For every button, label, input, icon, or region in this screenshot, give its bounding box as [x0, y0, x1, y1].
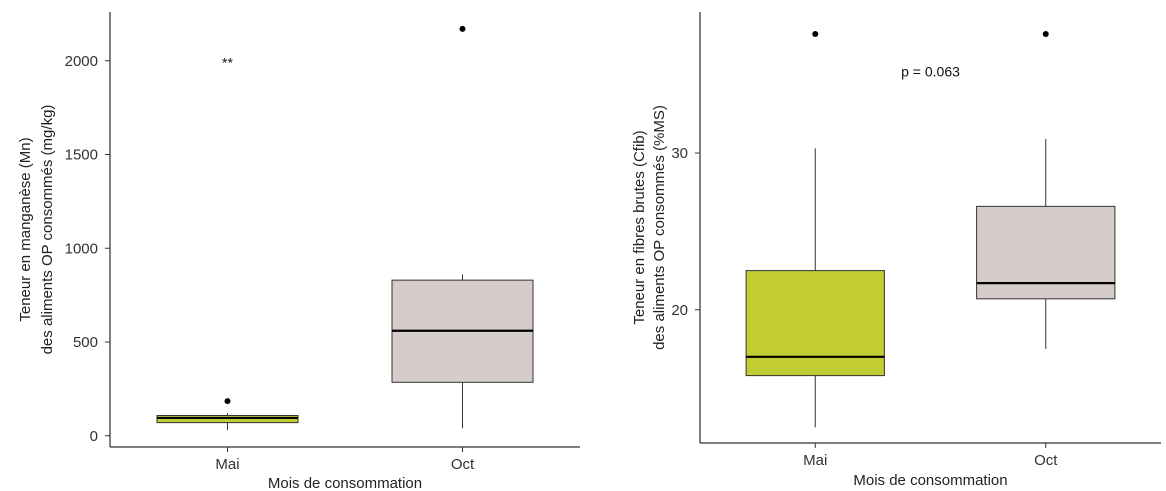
chart-panel-1: 0 500 1000 1500 2000 Mai Oct ** Mois de consomma…: [17, 12, 580, 491]
box-oct: [391, 25, 534, 429]
box-mai: [745, 30, 885, 428]
outlier-point: [812, 30, 819, 37]
outlier-point: [224, 398, 231, 405]
y-tick-label: 500: [73, 334, 98, 351]
y-axis-title-line-2: des aliments OP consommés (mg/kg): [39, 105, 56, 355]
box-rect: [156, 415, 299, 424]
y-tick-label: 2000: [65, 53, 98, 70]
x-tick-label: Mai: [803, 452, 827, 469]
x-tick-label: Mai: [215, 456, 239, 473]
y-tick-label: 20: [671, 302, 688, 319]
x-tick-label: Oct: [1034, 452, 1058, 469]
y-tick-label: 1000: [65, 240, 98, 257]
outlier-point: [459, 25, 466, 32]
box-mai: [156, 398, 299, 431]
y-tick-label: 1500: [65, 147, 98, 164]
y-tick-label: 0: [90, 428, 98, 445]
outlier-point: [1042, 30, 1049, 37]
y-tick-label: 30: [671, 145, 688, 162]
chart-panel-2: 20 30 Mai Oct p = 0.063 Mois de consommation T…: [631, 12, 1161, 489]
x-axis-title: Mois de consommation: [268, 475, 422, 491]
box-rect: [976, 205, 1116, 300]
y-axis-title-line-2: des aliments OP consommés (%MS): [651, 105, 668, 350]
y-axis-title-line-1: Teneur en fibres brutes (Cfib): [631, 130, 648, 324]
box-rect: [745, 270, 885, 377]
box-oct: [976, 30, 1116, 349]
x-tick-label: Oct: [451, 456, 475, 473]
y-axis-title-line-1: Teneur en manganèse (Mn): [17, 137, 34, 321]
x-axis-title: Mois de consommation: [853, 472, 1007, 489]
annotation-text: **: [222, 55, 233, 71]
annotation-text: p = 0.063: [901, 64, 960, 80]
